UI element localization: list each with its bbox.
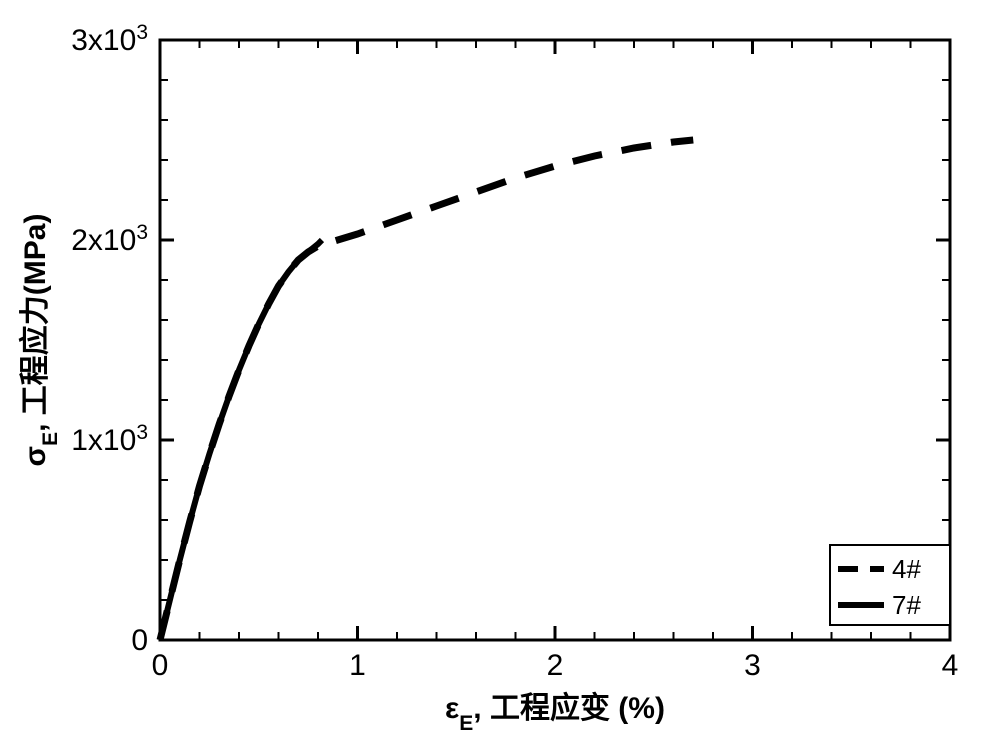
series-7 — [160, 240, 322, 640]
legend-label: 4# — [892, 554, 921, 584]
legend-label: 7# — [892, 590, 921, 620]
x-tick-label: 2 — [547, 649, 564, 682]
chart-svg: 0 1 2 3 4 0 1x103 2x103 3x103 εE, 工程应变 (%) σE, 工程应… — [0, 0, 1000, 748]
y-tick-label: 0 — [131, 624, 148, 657]
y-tick-label: 3x103 — [71, 21, 148, 58]
stress-strain-chart: 0 1 2 3 4 0 1x103 2x103 3x103 εE, 工程应变 (%) σE, 工程应… — [0, 0, 1000, 748]
x-axis-label: εE, 工程应变 (%) — [445, 691, 665, 735]
x-tick-label: 1 — [349, 649, 366, 682]
y-tick-label: 1x103 — [71, 421, 148, 458]
x-tick-label: 0 — [152, 649, 169, 682]
y-tick-label: 2x103 — [71, 221, 148, 258]
legend-box — [830, 545, 950, 625]
x-tick-label: 4 — [942, 649, 959, 682]
x-tick-label: 3 — [744, 649, 761, 682]
series-4 — [160, 140, 693, 640]
y-axis-label: σE, 工程应力(MPa) — [18, 214, 62, 467]
